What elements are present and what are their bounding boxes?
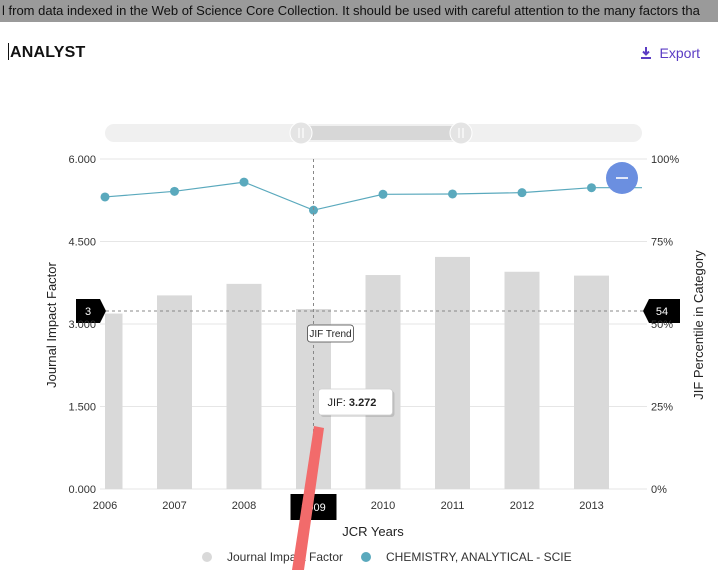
x-axis-ticks: 2006 2007 2008 2009 2010 2011 2012 2013 <box>93 494 604 520</box>
slider-handle-right[interactable] <box>449 121 473 145</box>
point-2007 <box>170 186 179 196</box>
text-cursor <box>8 43 9 60</box>
download-icon <box>640 47 651 59</box>
y2-tick-label: 100% <box>651 154 679 166</box>
bar-2011 <box>435 256 470 489</box>
point-2011 <box>448 189 457 199</box>
journal-title-text: ANALYST <box>10 44 86 61</box>
bar-series <box>105 256 609 489</box>
line-series <box>100 177 642 215</box>
crosshair-left-badge <box>76 299 106 323</box>
series-line <box>104 181 642 211</box>
crosshair-right-value: 54 <box>656 306 668 318</box>
jif-value-tooltip: JIF: 3.272 <box>318 388 395 417</box>
x-tick-label: 2010 <box>371 500 395 512</box>
x-tick-label: 2008 <box>232 500 256 512</box>
jif-value-tooltip-text: JIF: 3.272 <box>328 397 377 409</box>
point-2013 <box>587 183 596 193</box>
bar-2013 <box>574 275 609 489</box>
point-2010 <box>378 189 388 199</box>
bar-2008 <box>226 283 262 489</box>
range-slider[interactable] <box>105 121 642 145</box>
y-tick-label: 6.000 <box>68 154 96 166</box>
legend: Journal Impact Factor CHEMISTRY, ANALYTI… <box>202 550 572 564</box>
jif-value-number: 3.272 <box>349 397 377 409</box>
point-2006 <box>100 192 110 202</box>
y-tick-label: 4.500 <box>68 237 96 249</box>
crosshair: 3 54 <box>76 159 680 489</box>
jif-trend-tooltip-box <box>307 324 354 343</box>
x-tick-label: 2011 <box>441 500 465 512</box>
bar-2006 <box>105 313 123 489</box>
journal-title: ANALYST <box>8 43 86 62</box>
legend-label-line: CHEMISTRY, ANALYTICAL - SCIE <box>386 550 572 564</box>
x-tick-label: 2006 <box>93 500 117 512</box>
zoom-out-button[interactable] <box>606 162 638 194</box>
bar-2012 <box>504 271 540 489</box>
jif-value-tooltip-box <box>318 388 393 416</box>
legend-label-bar: Journal Impact Factor <box>227 550 343 564</box>
disclaimer-banner: l from data indexed in the Web of Scienc… <box>0 0 718 22</box>
y2-tick-label: 25% <box>651 402 673 414</box>
y-tick-label: 0.000 <box>68 484 96 496</box>
x-tick-label: 2013 <box>579 500 603 512</box>
legend-swatch-line <box>361 552 371 562</box>
bar-2007 <box>157 295 192 489</box>
jif-trend-tooltip: JIF Trend <box>307 324 354 343</box>
crosshair-right-badge <box>643 299 680 323</box>
export-label: Export <box>659 45 700 61</box>
jif-value-prefix: JIF: <box>328 397 349 409</box>
y2-tick-label: 75% <box>651 237 673 249</box>
y2-tick-label: 50% <box>651 319 673 331</box>
x-tick-label: 2012 <box>510 500 534 512</box>
right-axis-ticks: 0% 25% 50% 75% 100% <box>651 154 679 496</box>
left-axis-ticks: 0.000 1.500 3.000 4.500 6.000 <box>68 154 96 496</box>
red-annotation-arrow <box>292 426 324 570</box>
bar-2010 <box>365 275 401 489</box>
point-2009 <box>309 205 318 215</box>
y-tick-label: 1.500 <box>68 402 96 414</box>
crosshair-left-value: 3 <box>85 306 91 318</box>
annotation-stroke <box>292 426 324 570</box>
y-axis-title: Journal Impact Factor <box>44 261 59 387</box>
x-axis-title: JCR Years <box>342 524 404 539</box>
y2-tick-label: 0% <box>651 484 667 496</box>
slider-handle-left[interactable] <box>289 121 313 145</box>
y2-axis-title: JIF Percentile in Category <box>691 250 706 400</box>
point-2008 <box>239 177 249 187</box>
legend-swatch-bar <box>202 552 212 562</box>
export-button[interactable]: Export <box>640 45 700 61</box>
y-tick-label: 3.000 <box>68 319 96 331</box>
point-2012 <box>517 188 527 198</box>
slider-selection[interactable] <box>301 126 461 140</box>
x-tick-label: 2007 <box>162 500 186 512</box>
jif-trend-tooltip-label: JIF Trend <box>309 329 351 340</box>
